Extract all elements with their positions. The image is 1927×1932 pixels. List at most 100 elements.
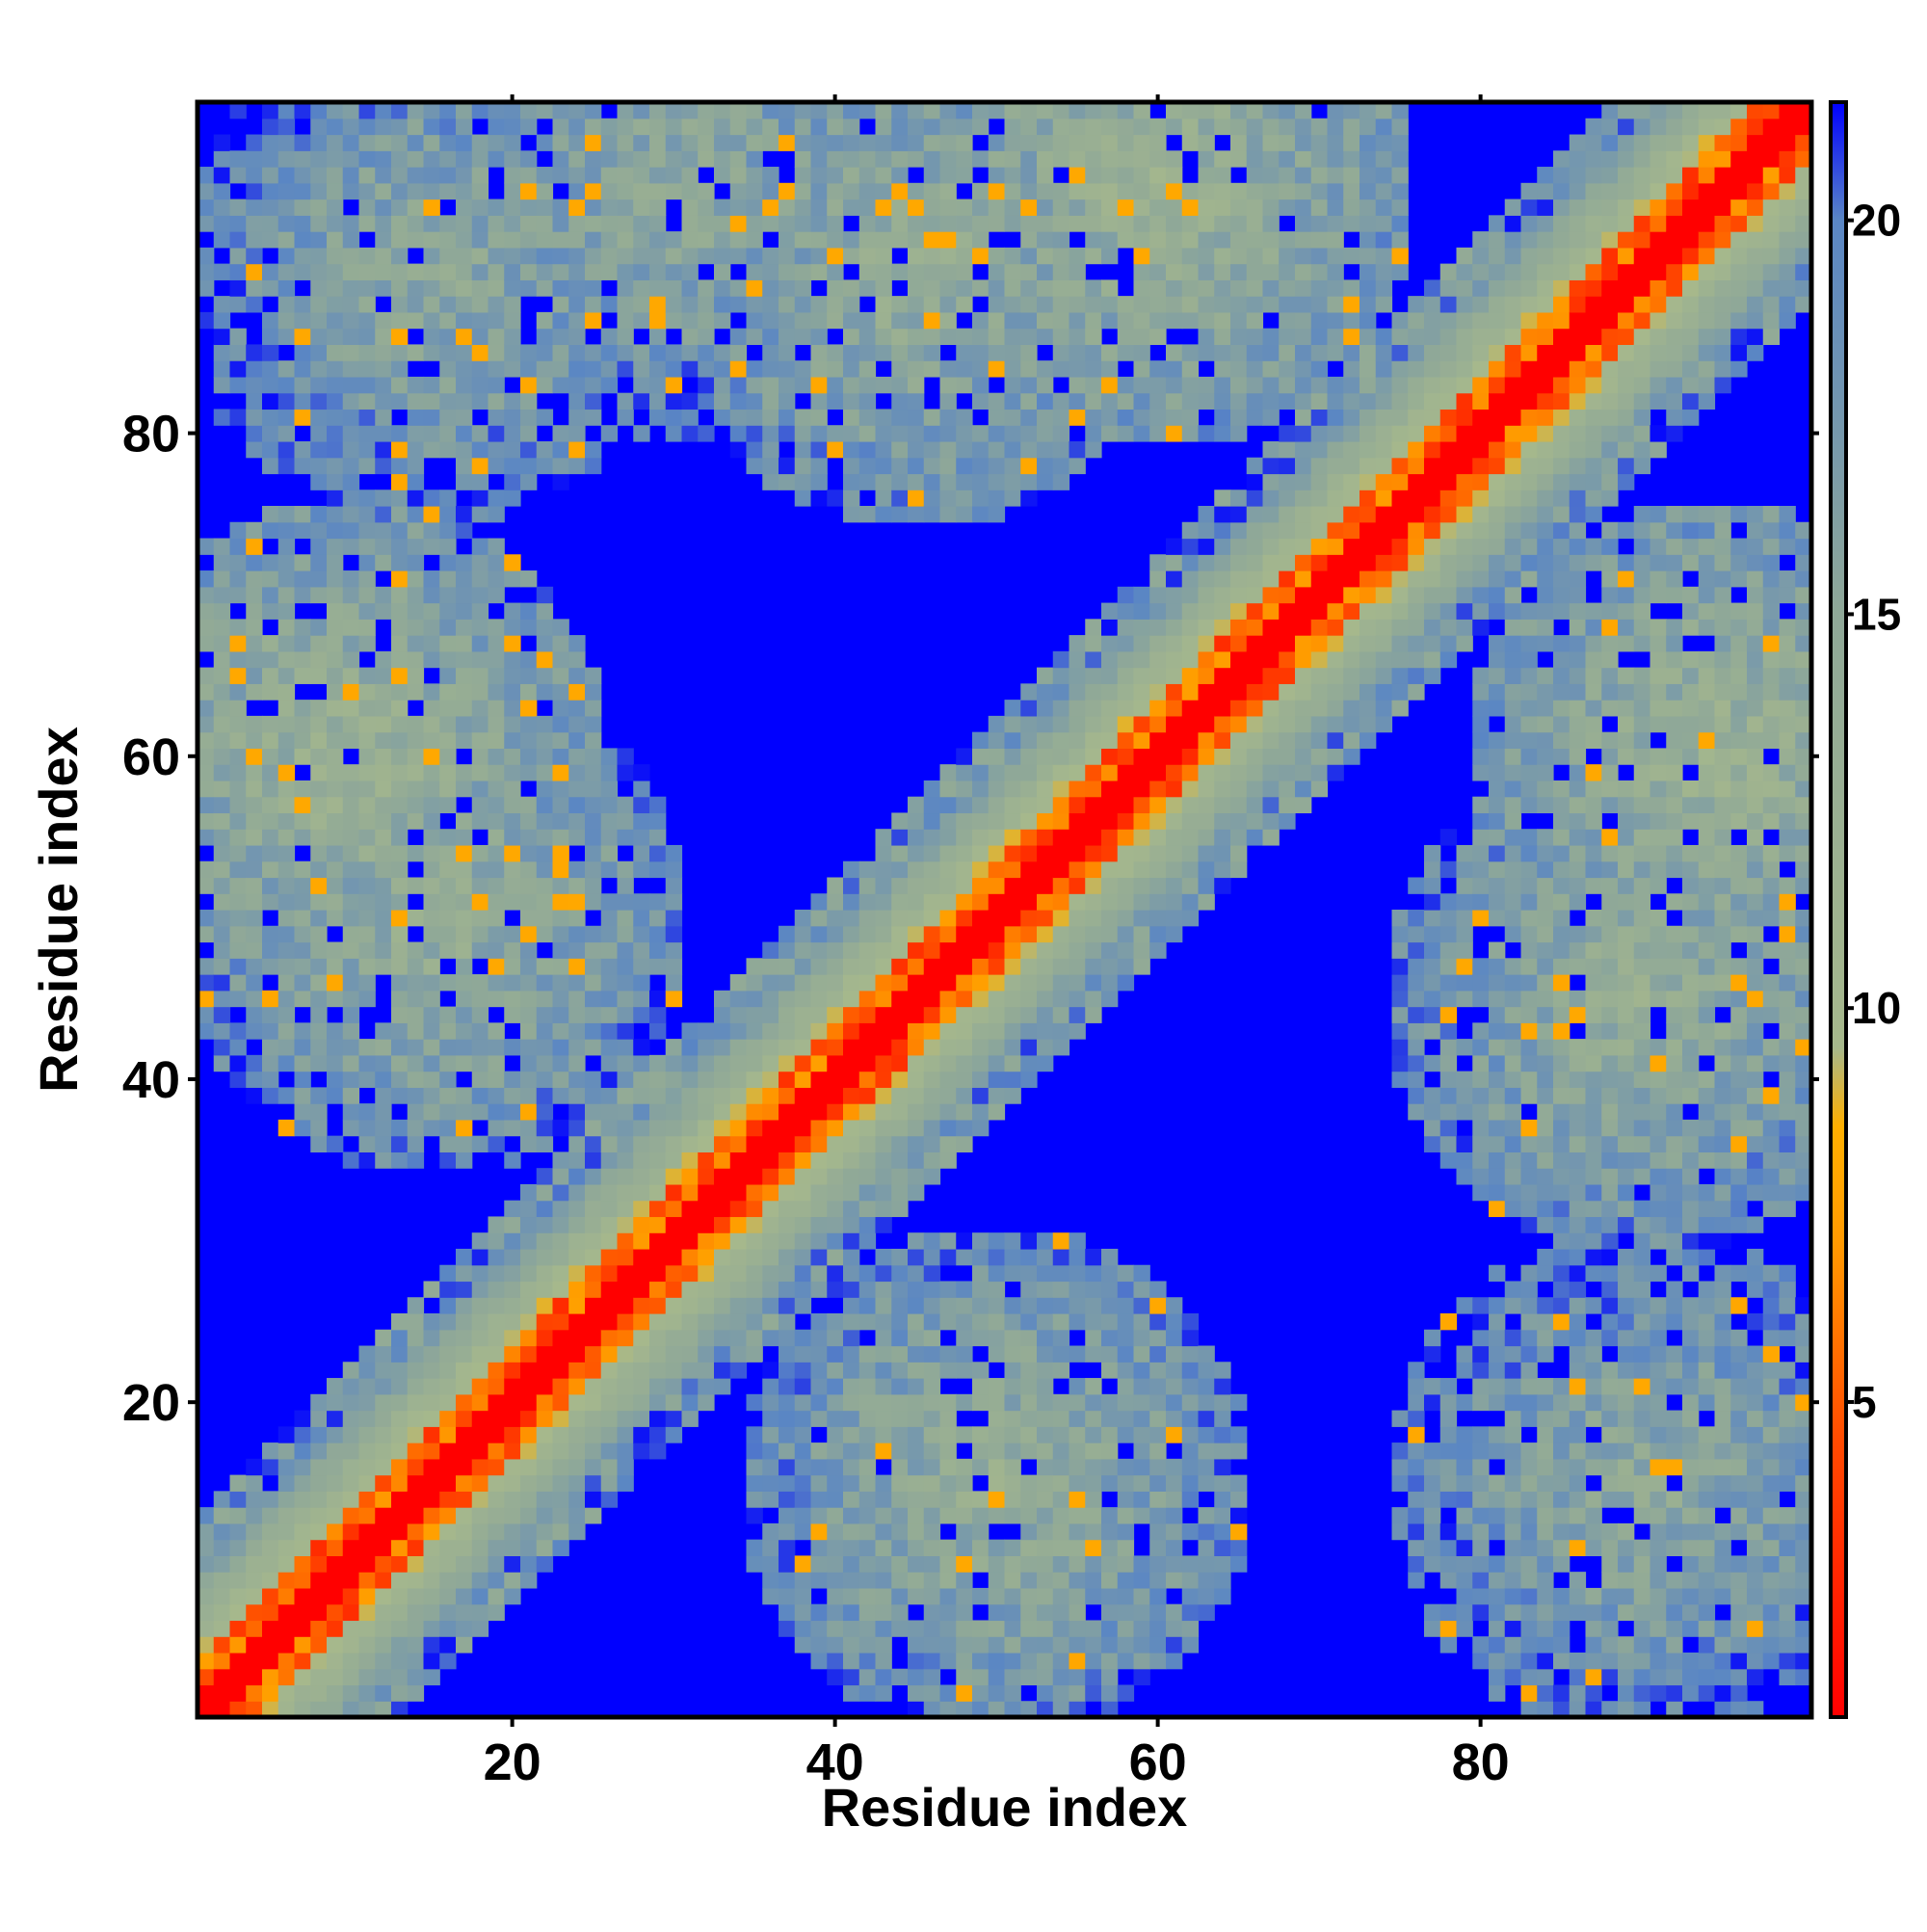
heatmap-cell — [1310, 167, 1329, 184]
heatmap-cell — [939, 1507, 957, 1524]
heatmap-cell — [262, 1652, 279, 1670]
heatmap-cell — [729, 1103, 748, 1121]
heatmap-cell — [407, 425, 425, 442]
heatmap-cell — [585, 1297, 602, 1314]
heatmap-cell — [923, 311, 941, 330]
heatmap-cell — [956, 1458, 973, 1476]
heatmap-cell — [310, 1087, 328, 1104]
heatmap-cell — [1246, 602, 1264, 620]
heatmap-cell — [1117, 1684, 1135, 1702]
heatmap-cell — [794, 182, 812, 200]
heatmap-cell — [794, 990, 812, 1008]
heatmap-cell — [277, 1507, 296, 1524]
heatmap-cell — [1149, 941, 1167, 959]
heatmap-cell — [600, 1054, 619, 1072]
heatmap-cell — [585, 796, 602, 814]
heatmap-cell — [810, 1442, 828, 1460]
heatmap-cell — [939, 1087, 957, 1104]
heatmap-cell — [456, 602, 473, 620]
heatmap-cell — [1117, 1281, 1135, 1298]
heatmap-cell — [213, 134, 231, 151]
heatmap-cell — [213, 764, 231, 781]
heatmap-cell — [277, 796, 296, 814]
heatmap-cell — [681, 1022, 699, 1040]
heatmap-cell — [746, 1087, 763, 1104]
heatmap-cell — [294, 1701, 311, 1718]
heatmap-cell — [1310, 473, 1329, 490]
heatmap-cell — [1198, 247, 1215, 265]
heatmap-cell — [358, 1054, 376, 1072]
heatmap-cell — [1085, 134, 1102, 151]
heatmap-cell — [407, 1684, 425, 1702]
heatmap-cell — [875, 1119, 892, 1137]
heatmap-cell — [504, 1345, 521, 1363]
heatmap-cell — [423, 731, 440, 749]
heatmap-cell — [504, 1458, 521, 1476]
heatmap-cell — [665, 376, 683, 394]
heatmap-cell — [246, 392, 263, 410]
heatmap-cell — [843, 1522, 860, 1541]
heatmap-cell — [891, 1264, 909, 1283]
heatmap-cell — [375, 1151, 392, 1169]
heatmap-cell — [794, 1232, 812, 1250]
heatmap-cell — [246, 667, 263, 684]
heatmap-cell — [585, 700, 602, 717]
heatmap-cell — [1052, 263, 1070, 280]
heatmap-cell — [568, 910, 586, 927]
heatmap-cell — [956, 263, 973, 280]
heatmap-cell — [277, 231, 296, 249]
heatmap-cell — [439, 1572, 457, 1589]
heatmap-cell — [342, 1362, 360, 1379]
heatmap-cell — [617, 1087, 634, 1104]
heatmap-cell — [294, 1603, 311, 1622]
heatmap-cell — [1085, 182, 1102, 200]
heatmap-cell — [633, 425, 650, 442]
heatmap-cell — [277, 683, 296, 701]
heatmap-cell — [891, 1539, 909, 1556]
heatmap-cell — [310, 958, 328, 975]
heatmap-cell — [488, 1087, 505, 1104]
heatmap-cell — [972, 457, 990, 475]
heatmap-cell — [536, 198, 554, 216]
heatmap-cell — [327, 1039, 344, 1056]
heatmap-cell — [1214, 328, 1231, 345]
heatmap-cell — [439, 506, 457, 523]
heatmap-cell — [1004, 1620, 1021, 1637]
heatmap-cell — [649, 1297, 667, 1314]
heatmap-cell — [779, 409, 796, 426]
heatmap-cell — [729, 198, 748, 216]
heatmap-cell — [520, 1297, 538, 1314]
heatmap-cell — [762, 1248, 779, 1266]
heatmap-cell — [504, 457, 521, 475]
heatmap-cell — [956, 748, 973, 765]
heatmap-cell — [1149, 1297, 1167, 1314]
heatmap-cell — [198, 1603, 215, 1622]
heatmap-cell — [552, 440, 569, 459]
heatmap-cell — [843, 102, 860, 119]
heatmap-cell — [1230, 376, 1248, 394]
heatmap-cell — [277, 182, 296, 200]
heatmap-cell — [988, 1636, 1006, 1654]
heatmap-cell — [342, 812, 360, 830]
heatmap-cell — [810, 1458, 828, 1476]
heatmap-cell — [407, 1054, 425, 1072]
heatmap-cell — [407, 1119, 425, 1137]
heatmap-cell — [504, 1442, 521, 1460]
heatmap-cell — [633, 1410, 650, 1427]
heatmap-cell — [439, 1071, 457, 1088]
heatmap-cell — [908, 1442, 925, 1460]
heatmap-cell — [520, 941, 538, 959]
heatmap-cell — [1295, 182, 1312, 200]
heatmap-cell — [698, 1281, 715, 1298]
heatmap-cell — [875, 990, 892, 1008]
heatmap-cell — [762, 1168, 779, 1185]
heatmap-cell — [875, 1313, 892, 1331]
heatmap-cell — [520, 1103, 538, 1121]
heatmap-cell — [229, 796, 247, 814]
heatmap-cell — [439, 893, 457, 911]
heatmap-cell — [1004, 829, 1021, 846]
heatmap-cell — [520, 231, 538, 249]
heatmap-cell — [779, 1054, 796, 1072]
heatmap-cell — [246, 780, 263, 798]
heatmap-cell — [439, 247, 457, 265]
